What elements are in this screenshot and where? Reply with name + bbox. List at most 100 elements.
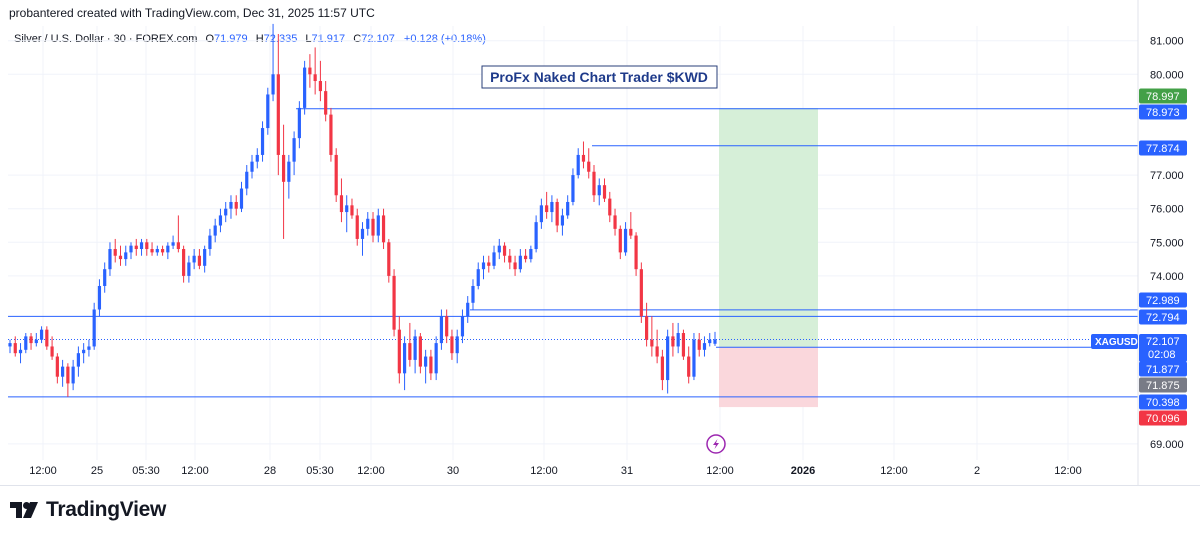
candle-body [329, 114, 333, 155]
candle-body [529, 249, 533, 260]
candle-body [634, 235, 638, 270]
price-label-text: 78.973 [1146, 107, 1180, 119]
candle-body [97, 285, 102, 310]
candle-body [497, 245, 501, 253]
candle-body [476, 269, 480, 286]
candle-body [292, 138, 296, 162]
price-label-bg [1139, 334, 1187, 362]
time-axis[interactable]: 12:00 25 05:30 12:00 28 05:30 12:00 30 12:00 31 12… [29, 465, 1082, 477]
annotation-text: ProFx Naked Chart Trader $KWD [490, 69, 708, 85]
price-axis[interactable]: 81.000 80.000 77.000 76.000 75.000 74.000 69.0… [1137, 0, 1184, 486]
candle-body [176, 242, 180, 250]
symbol-legend[interactable]: Silver / U.S. Dollar · 30 · FOREX.com O7… [14, 33, 486, 45]
price-label-bg [1139, 104, 1187, 120]
symbol-tag-bg [1091, 334, 1138, 349]
price-label-text: 70.096 [1146, 413, 1180, 425]
candle-body [623, 228, 628, 253]
price-chart[interactable]: 81.000 80.000 77.000 76.000 75.000 74.000 69.0… [0, 0, 1200, 486]
candle-body [192, 255, 196, 263]
candle-body [87, 346, 91, 350]
candle-body [692, 339, 696, 377]
candle-body [602, 185, 607, 199]
candle-body [629, 228, 633, 236]
price-tick-label: 75.000 [1150, 237, 1184, 249]
time-tick-label: 12:00 [29, 465, 57, 477]
target-zone[interactable] [719, 108, 818, 348]
lightning-icon[interactable] [706, 434, 726, 454]
time-tick-label: 30 [447, 465, 459, 477]
candle-body [397, 329, 401, 374]
candle-body [203, 249, 207, 266]
candle-body [655, 346, 659, 357]
tradingview-branding[interactable]: TradingView [10, 498, 166, 522]
candle-body [50, 346, 54, 357]
candle-body [618, 228, 622, 253]
candle-body [434, 343, 438, 374]
candle-body [508, 255, 512, 263]
candle-body [313, 74, 317, 82]
price-tick-label: 80.000 [1150, 69, 1184, 81]
candle-body [460, 316, 465, 337]
candle-body [13, 343, 17, 354]
candle-body [392, 275, 396, 330]
price-label-text: 72.794 [1146, 312, 1180, 324]
candle-body [113, 249, 117, 256]
candle-body [513, 262, 517, 270]
horizontal-levels[interactable] [8, 108, 1138, 398]
text-annotation[interactable]: ProFx Naked Chart Trader $KWD [481, 65, 718, 89]
candle-body [345, 205, 349, 213]
candle-body [439, 316, 444, 344]
candle-body [587, 161, 591, 172]
price-label-text: 72.107 [1146, 336, 1180, 348]
candle-body [239, 188, 244, 209]
candle-body [250, 161, 254, 172]
candle-body [671, 336, 675, 347]
candle-body [287, 161, 291, 182]
candle-body [418, 336, 422, 367]
candle-body [360, 228, 365, 239]
candle-body [124, 252, 128, 260]
candle-body [71, 366, 75, 384]
time-tick-label: 31 [621, 465, 633, 477]
candle-body [8, 343, 12, 347]
candle-body [139, 242, 144, 250]
time-tick-label: 28 [264, 465, 276, 477]
candle-body [76, 353, 80, 367]
candle-body [445, 316, 449, 337]
price-label-text: 78.997 [1146, 91, 1180, 103]
candle-body [523, 255, 528, 260]
price-label-bg [1139, 410, 1187, 426]
candle-body [550, 201, 554, 213]
candle-body [334, 154, 338, 196]
candle-body [260, 128, 265, 155]
candle-body [213, 225, 217, 236]
candle-body [245, 171, 249, 189]
candle-body [429, 356, 433, 374]
candle-body [366, 218, 370, 229]
candle-body [171, 242, 175, 246]
candle-body [229, 201, 233, 209]
price-label-text: 77.874 [1146, 143, 1180, 155]
candle-body [381, 215, 386, 243]
candle-body [160, 249, 165, 253]
price-label-text: 71.875 [1146, 380, 1180, 392]
candle-body [676, 333, 680, 347]
candle-body [539, 205, 543, 223]
candle-body [424, 356, 428, 367]
candle-body [571, 175, 575, 202]
candle-body [134, 245, 138, 250]
candle-body [355, 215, 359, 239]
candle-body [39, 329, 44, 340]
price-labels: 78.997 78.973 77.874 72.989 72.794 72.10702:0… [1091, 88, 1187, 426]
candle-body [303, 67, 307, 108]
stop-zone[interactable] [719, 347, 818, 408]
candle-body [702, 343, 707, 350]
candle-body [639, 269, 643, 317]
candle-body [492, 252, 496, 266]
position-zones[interactable] [719, 108, 818, 408]
candle-body [150, 249, 154, 253]
candle-body [18, 349, 23, 354]
symbol-name[interactable]: Silver / U.S. Dollar · 30 · FOREX.com [14, 33, 198, 45]
candle-body [34, 339, 38, 344]
price-label-text: 72.989 [1146, 295, 1180, 307]
